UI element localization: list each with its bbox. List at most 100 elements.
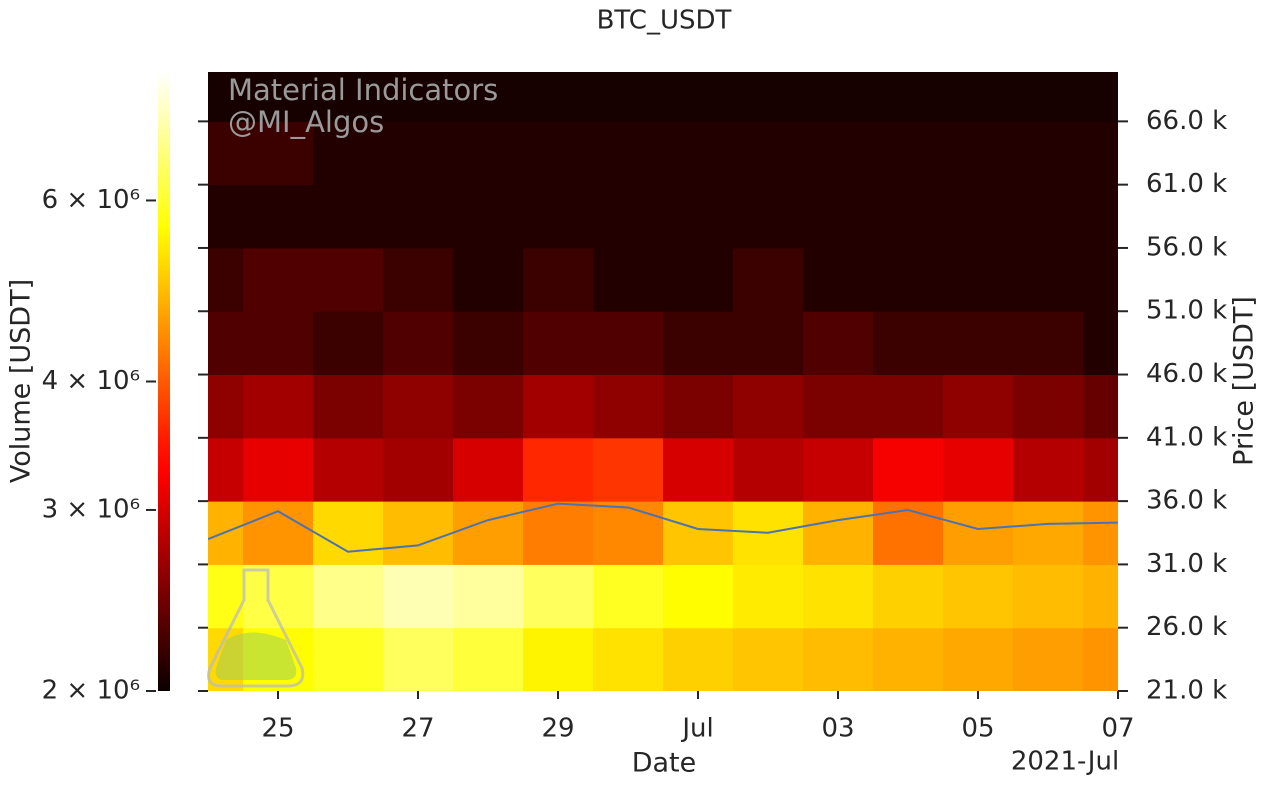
heatmap-cell [593,72,664,122]
heatmap-cell [943,501,1014,565]
heatmap-cell [873,437,944,502]
heatmap-cell [523,627,594,691]
heatmap-cell [1083,247,1118,312]
heatmap-cell [803,501,874,565]
heatmap-cell [453,437,524,502]
heatmap-cell [733,311,804,376]
heatmap-cell [873,501,944,565]
colorbar-tick-label: 6 × 10⁶ [42,185,140,215]
x-tick-label: 25 [261,714,294,744]
heatmap-cell [873,564,944,629]
heatmap-cell [663,311,734,376]
heatmap-cell [453,311,524,376]
heatmap-cell [943,72,1014,122]
heatmap-cell [453,72,524,122]
price-line [208,502,1118,553]
colorbar-tick-label: 2 × 10⁶ [42,676,140,706]
heatmap-cell [663,501,734,565]
heatmap-cell [313,564,384,629]
colorbar-label: Volume [USDT] [6,279,37,483]
y-tick-label: 66.0 k [1146,106,1227,136]
heatmap-cell [593,437,664,502]
heatmap-cell [593,311,664,376]
heatmap-cell [383,374,454,439]
heatmap-cell [383,564,454,629]
heatmap-cell [313,247,384,312]
heatmap-cell [873,72,944,122]
heatmap-cell [453,564,524,629]
heatmap-cell [803,72,874,122]
heatmap-cell [1013,247,1084,312]
heatmap-cell [243,311,314,376]
x-tick-label: 03 [821,714,854,744]
heatmap-cell [593,501,664,565]
x-tick-label: 29 [541,714,574,744]
heatmap-cell [733,627,804,691]
heatmap-cell [208,311,244,376]
heatmap-cell [733,437,804,502]
y-tick-label: 36.0 k [1146,486,1227,516]
x-offset-label: 2021-Jul [1011,747,1119,777]
heatmap-cell [593,627,664,691]
heatmap-cell [873,627,944,691]
heatmap-cell [593,247,664,312]
heatmap-cell [943,564,1014,629]
heatmap-cell [383,311,454,376]
heatmap-cell [1083,311,1118,376]
heatmap-cell [943,121,1014,186]
heatmap-cell [1013,311,1084,376]
heatmap-cell [383,437,454,502]
heatmap-cell [943,627,1014,691]
heatmap-cell [208,121,244,186]
heatmap-cell [663,627,734,691]
heatmap-cell [593,564,664,629]
heatmap-cell [208,437,244,502]
heatmap-cell [243,121,314,186]
heatmap-cell [453,121,524,186]
x-tick-label: 27 [401,714,434,744]
x-tick-label: 07 [1101,714,1134,744]
heatmap-cell [383,184,454,249]
heatmap-cell [313,72,384,122]
heatmap-cell [1013,184,1084,249]
heatmap-cell [663,184,734,249]
heatmap-cell [663,121,734,186]
heatmap [208,72,1118,691]
y-tick-label: 61.0 k [1146,169,1227,199]
heatmap-cell [663,437,734,502]
y-tick-label: 51.0 k [1146,296,1227,326]
heatmap-cell [1013,121,1084,186]
heatmap-cell [523,247,594,312]
heatmap-cell [208,184,244,249]
heatmap-cell [1083,184,1118,249]
heatmap-cell [1013,374,1084,439]
heatmap-cell [943,374,1014,439]
heatmap-cell [1083,627,1118,691]
heatmap-cell [313,121,384,186]
heatmap-cell [1083,564,1118,629]
heatmap-cell [523,311,594,376]
heatmap-cell [243,72,314,122]
heatmap-cell [663,72,734,122]
heatmap-cell [383,72,454,122]
heatmap-cell [453,184,524,249]
heatmap-cell [803,121,874,186]
heatmap-cell [1013,564,1084,629]
heatmap-cell [803,184,874,249]
y-axis-label: Price [USDT] [1229,296,1260,466]
heatmap-cell [593,374,664,439]
heatmap-cell [873,311,944,376]
x-axis-label: Date [632,748,697,779]
heatmap-cell [943,247,1014,312]
heatmap-cell [1013,72,1084,122]
heatmap-cell [873,184,944,249]
chart-title: BTC_USDT [597,6,732,36]
x-tick-label: Jul [680,714,713,744]
heatmap-cell [1083,501,1118,565]
y-tick-label: 21.0 k [1146,676,1227,706]
heatmap-cell [453,374,524,439]
heatmap-cell [383,247,454,312]
y-tick-label: 56.0 k [1146,232,1227,262]
heatmap-cell [523,437,594,502]
colorbar-tick-label: 3 × 10⁶ [42,494,140,524]
